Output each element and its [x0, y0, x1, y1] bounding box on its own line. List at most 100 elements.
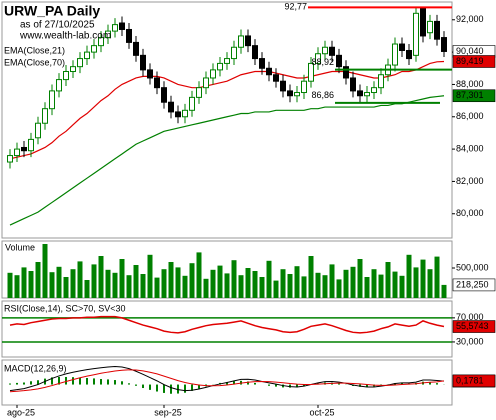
candle-body: [392, 43, 398, 66]
rsi-panel: [1, 300, 453, 358]
panel-title: Volume: [5, 242, 35, 252]
candle-body: [371, 87, 377, 94]
histogram-bar: [191, 384, 193, 391]
candle-body: [98, 37, 104, 47]
line: [9, 315, 445, 334]
volume-bar: [77, 261, 83, 298]
histogram-bar: [177, 384, 179, 394]
candle-body: [294, 92, 300, 97]
volume-bar: [42, 244, 48, 298]
volume-bar: [217, 265, 223, 298]
candle-body: [91, 45, 97, 53]
candle-body: [378, 74, 384, 89]
candle-body: [245, 35, 251, 47]
volume-bar: [70, 269, 76, 298]
candle-body: [273, 74, 279, 82]
histogram-bar: [296, 384, 298, 388]
histogram-bar: [135, 384, 137, 386]
volume-bar: [399, 275, 405, 298]
candle-body: [238, 35, 244, 48]
volume-bar: [329, 264, 335, 298]
volume-bar: [140, 274, 146, 298]
volume-bar: [210, 269, 216, 298]
histogram-bar: [58, 376, 60, 385]
candle-body: [70, 66, 76, 73]
source: www.wealth-lab.com: [19, 31, 111, 42]
candle-body: [420, 7, 426, 37]
y-tick-label: 500,000: [456, 262, 489, 272]
histogram-bar: [9, 383, 11, 385]
volume-bar: [378, 274, 384, 298]
histogram-bar: [401, 382, 403, 385]
volume-bar: [427, 269, 433, 298]
candle-body: [105, 30, 111, 39]
candle-body: [413, 12, 419, 56]
volume-bar: [91, 264, 97, 298]
volume-bar: [147, 254, 153, 298]
candle-body: [441, 37, 447, 52]
candle-body: [252, 45, 258, 60]
histogram-bar: [65, 376, 67, 385]
histogram-bar: [359, 384, 361, 387]
volume-bar: [280, 269, 286, 298]
histogram-bar: [163, 384, 165, 393]
volume-bar: [7, 272, 13, 298]
volume-bar: [301, 276, 307, 298]
candle-body: [315, 53, 321, 64]
histogram-bar: [142, 384, 144, 389]
subtitle: as of 27/10/2025: [20, 20, 95, 31]
price-panel: [1, 1, 453, 239]
candle-body: [161, 87, 167, 103]
candle-body: [56, 79, 62, 92]
candle-body: [203, 77, 209, 89]
candle-body: [119, 22, 125, 30]
volume-bar: [154, 277, 160, 298]
volume-bar: [21, 267, 27, 298]
volume-bar: [343, 269, 349, 298]
y-tick-label: 92,000: [456, 14, 484, 24]
candle-body: [147, 69, 153, 79]
histogram-bar: [23, 382, 25, 385]
histogram-bar: [289, 384, 291, 388]
level-label: 86,86: [311, 90, 334, 100]
level-label: 88,92: [311, 57, 334, 67]
candle-body: [287, 90, 293, 97]
volume-bar: [84, 280, 90, 298]
last-value-box: [452, 89, 496, 103]
last-value-label: 90,040: [456, 46, 484, 56]
candle-body: [231, 46, 237, 60]
volume-bar: [238, 275, 244, 298]
volume-bar: [231, 260, 237, 298]
y-tick-label: 86,000: [456, 111, 484, 121]
histogram-bar: [338, 383, 340, 385]
histogram-bar: [233, 381, 235, 385]
y-tick-label: 82,000: [456, 176, 484, 186]
histogram-bar: [436, 383, 438, 385]
candle-body: [7, 155, 13, 163]
histogram-bar: [184, 384, 186, 393]
last-value-box: [452, 320, 496, 333]
candle-body: [126, 28, 132, 43]
volume-bar: [14, 275, 20, 298]
candle-body: [42, 108, 48, 124]
candle-body: [343, 66, 349, 79]
volume-bar: [161, 269, 167, 298]
candle-body: [217, 62, 223, 71]
volume-bar: [63, 277, 69, 298]
histogram-bar: [37, 380, 39, 385]
candle-body: [196, 87, 202, 98]
candle-body: [14, 148, 20, 157]
y-tick-label: 70,000: [456, 312, 484, 322]
volume-bar: [49, 272, 55, 298]
last-value-label: 218,250: [456, 279, 489, 289]
volume-bar: [28, 271, 34, 298]
histogram-bar: [254, 382, 256, 385]
histogram-bar: [275, 384, 277, 387]
volume-bar: [133, 265, 139, 298]
chart-title: URW_PA Daily: [4, 3, 100, 19]
candle-body: [168, 101, 174, 113]
volume-bar: [189, 263, 195, 298]
volume-bar: [406, 254, 412, 298]
candle-body: [357, 90, 363, 97]
